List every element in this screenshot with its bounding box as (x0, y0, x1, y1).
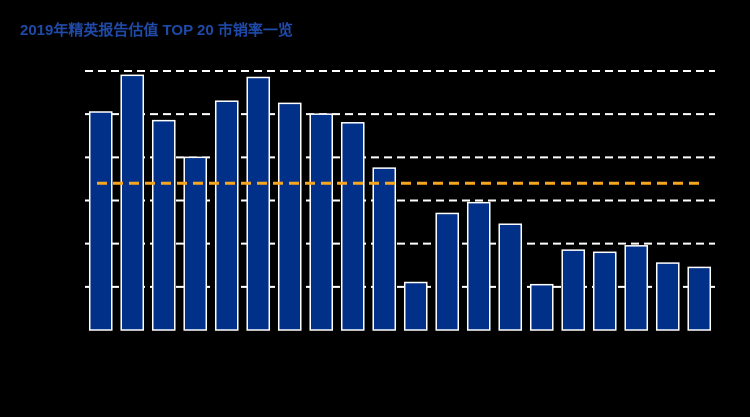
bar (372, 167, 397, 331)
bar (403, 281, 428, 331)
bar (277, 102, 302, 331)
bar (561, 249, 586, 331)
bar (88, 111, 113, 331)
bar (592, 251, 617, 331)
bar (246, 76, 271, 331)
bar (655, 262, 680, 331)
chart-title: 2019年精英报告估值 TOP 20 市销率一览 (20, 21, 293, 39)
bar (151, 119, 176, 331)
bar (340, 122, 365, 331)
bar (529, 283, 554, 331)
bar (687, 266, 712, 331)
bar (120, 74, 145, 331)
bar (214, 100, 239, 331)
bar (309, 113, 334, 331)
bar (466, 201, 491, 331)
bar (183, 156, 208, 331)
bar (624, 245, 649, 331)
bar (498, 223, 523, 331)
bar (435, 212, 460, 331)
